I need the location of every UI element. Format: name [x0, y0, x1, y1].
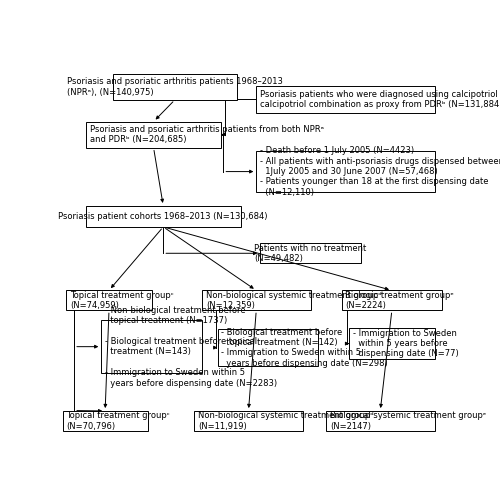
- Text: - Biological treatment before
  topical treatment (N=142)
- Immigration to Swede: - Biological treatment before topical tr…: [222, 328, 388, 368]
- Bar: [194, 411, 303, 431]
- Bar: [342, 290, 442, 310]
- Bar: [260, 244, 361, 263]
- Text: - Death before 1 July 2005 (N=4423)
- All patients with anti-psoriasis drugs dis: - Death before 1 July 2005 (N=4423) - Al…: [260, 146, 500, 197]
- Text: Patients with no treatment
(N=49,482): Patients with no treatment (N=49,482): [254, 244, 366, 263]
- Bar: [218, 330, 318, 366]
- Bar: [256, 152, 434, 192]
- Bar: [326, 411, 434, 431]
- Bar: [113, 74, 237, 100]
- Bar: [101, 320, 202, 373]
- Bar: [86, 206, 241, 227]
- Text: Non-biological systemic treatment groupᵈ
(N=12,359): Non-biological systemic treatment groupᵈ…: [206, 291, 382, 310]
- Text: Topical treatment groupᶜ
(N=70,796): Topical treatment groupᶜ (N=70,796): [66, 411, 170, 430]
- Text: Topical treatment groupᶜ
(N=74,959): Topical treatment groupᶜ (N=74,959): [70, 291, 174, 310]
- Bar: [62, 411, 148, 431]
- Bar: [202, 290, 310, 310]
- Bar: [256, 85, 434, 113]
- Text: Psoriasis patients who were diagnosed using calcipotriol or
calcipotriol combina: Psoriasis patients who were diagnosed us…: [260, 90, 500, 109]
- Text: Non-biological systemic treatment groupᵈ
(N=11,919): Non-biological systemic treatment groupᵈ…: [198, 411, 374, 430]
- Text: Psoriasis and psoriatic arthritis patients from both NPRᵃ
and PDRᵇ (N=204,685): Psoriasis and psoriatic arthritis patien…: [90, 125, 324, 144]
- Bar: [86, 122, 222, 148]
- Text: Biologic treatment groupᵉ
(N=2224): Biologic treatment groupᵉ (N=2224): [346, 291, 454, 310]
- Text: Psoriasis patient cohorts 1968–2013 (N=130,684): Psoriasis patient cohorts 1968–2013 (N=1…: [58, 212, 268, 221]
- Bar: [349, 329, 434, 359]
- Text: - Immigration to Sweden
  within 5 years before
  dispensing date (N=77): - Immigration to Sweden within 5 years b…: [353, 329, 459, 358]
- Text: Biological systemic treatment groupᵉ
(N=2147): Biological systemic treatment groupᵉ (N=…: [330, 411, 486, 430]
- Text: - Non-biological treatment before
  topical treatment (N=1737)

- Biological tre: - Non-biological treatment before topica…: [105, 306, 277, 388]
- Bar: [66, 290, 152, 310]
- Text: Psoriasis and psoriatic arthritis patients 1968–2013
(NPRᵃ), (N=140,975): Psoriasis and psoriatic arthritis patien…: [67, 77, 283, 96]
